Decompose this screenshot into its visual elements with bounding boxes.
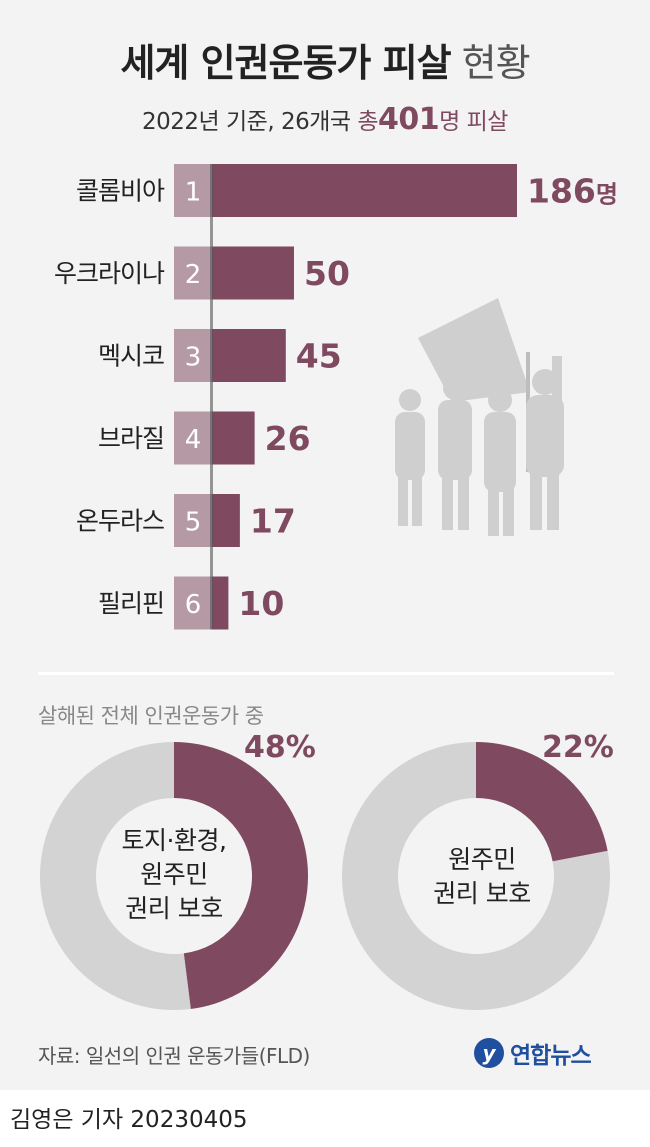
- bar-1: [212, 164, 517, 217]
- donut-2-slice-1: [476, 742, 608, 862]
- rank-box-2: [174, 246, 212, 300]
- rank-label-4: 4: [185, 425, 202, 455]
- rank-box-4: [174, 411, 212, 465]
- subtitle-total-value: 401: [378, 102, 440, 137]
- value-label-2: 50: [304, 254, 350, 293]
- yonhap-logo-text: 연합뉴스: [510, 1043, 592, 1069]
- title-main: 세계 인권운동가 피살: [120, 41, 451, 85]
- source-note: 자료: 일선의 인권 운동가들(FLD): [38, 1044, 310, 1068]
- value-label-6: 10: [238, 584, 284, 623]
- bar-4: [212, 411, 255, 465]
- rank-label-3: 3: [185, 343, 202, 373]
- subtitle-total-label: 총: [357, 109, 379, 135]
- category-label-4: 브라질: [98, 424, 164, 453]
- donut-1-label-line-2: 원주민: [140, 860, 208, 889]
- category-label-1: 콜롬비아: [76, 177, 165, 206]
- person-silhouette-1: [395, 389, 425, 526]
- donut-1-center-label: 토지·환경, 원주민 권리 보호: [104, 824, 244, 926]
- reporter-credit: 김영은 기자 20230405: [10, 1107, 248, 1133]
- donut-2-slice-2: [341, 742, 610, 1010]
- rank-label-5: 5: [185, 508, 202, 538]
- donut-1-label-line-1: 토지·환경,: [121, 826, 227, 855]
- donut-1-slice-2: [39, 742, 191, 1010]
- pie-section-caption: 살해된 전체 인권운동가 중: [38, 704, 264, 728]
- donut-2-percentage: 22%: [542, 730, 614, 765]
- donut-1-percentage: 48%: [244, 730, 316, 765]
- donut-2-label-line-1: 원주민: [448, 845, 516, 874]
- chart-title: 세계 인권운동가 피살 현황: [0, 32, 650, 87]
- subtitle-suffix: 명 피살: [439, 109, 508, 135]
- axis-line: [210, 164, 213, 630]
- subtitle-prefix: 2022년 기준, 26개국: [142, 109, 351, 135]
- donut-2-center-label: 원주민 권리 보호: [412, 843, 552, 911]
- category-label-5: 온두라스: [76, 507, 164, 536]
- donut-1-slice-1: [174, 742, 308, 1009]
- value-unit-1: 명: [596, 181, 618, 209]
- yonhap-logo: y 연합뉴스: [474, 1034, 592, 1072]
- rank-label-6: 6: [185, 590, 202, 620]
- flag-shape: [418, 298, 530, 402]
- person-silhouette-3: [484, 388, 516, 536]
- rank-box-1: [174, 164, 212, 217]
- category-label-3: 멕시코: [98, 342, 164, 371]
- yonhap-logo-mark: y: [474, 1038, 504, 1068]
- category-label-6: 필리핀: [98, 589, 164, 618]
- rank-label-1: 1: [185, 178, 202, 208]
- value-label-5: 17: [250, 502, 296, 541]
- rank-box-3: [174, 329, 212, 382]
- donut-1-label-line-3: 권리 보호: [125, 894, 223, 923]
- rank-box-5: [174, 494, 212, 547]
- person-silhouette-4: [526, 356, 564, 530]
- person-silhouette-2: [438, 376, 472, 530]
- bar-5: [212, 494, 240, 547]
- bar-3: [212, 329, 286, 382]
- value-label-3: 45: [296, 337, 342, 376]
- rank-box-6: [174, 576, 212, 630]
- rank-label-2: 2: [185, 260, 202, 290]
- chart-subtitle: 2022년 기준, 26개국 총401명 피살: [0, 102, 650, 137]
- bar-6: [212, 576, 229, 630]
- section-divider: [38, 672, 614, 675]
- title-suffix: 현황: [461, 41, 531, 85]
- category-label-2: 우크라이나: [54, 259, 165, 288]
- value-label-4: 26: [265, 419, 311, 458]
- donut-2-label-line-2: 권리 보호: [433, 879, 531, 908]
- bar-2: [212, 246, 294, 300]
